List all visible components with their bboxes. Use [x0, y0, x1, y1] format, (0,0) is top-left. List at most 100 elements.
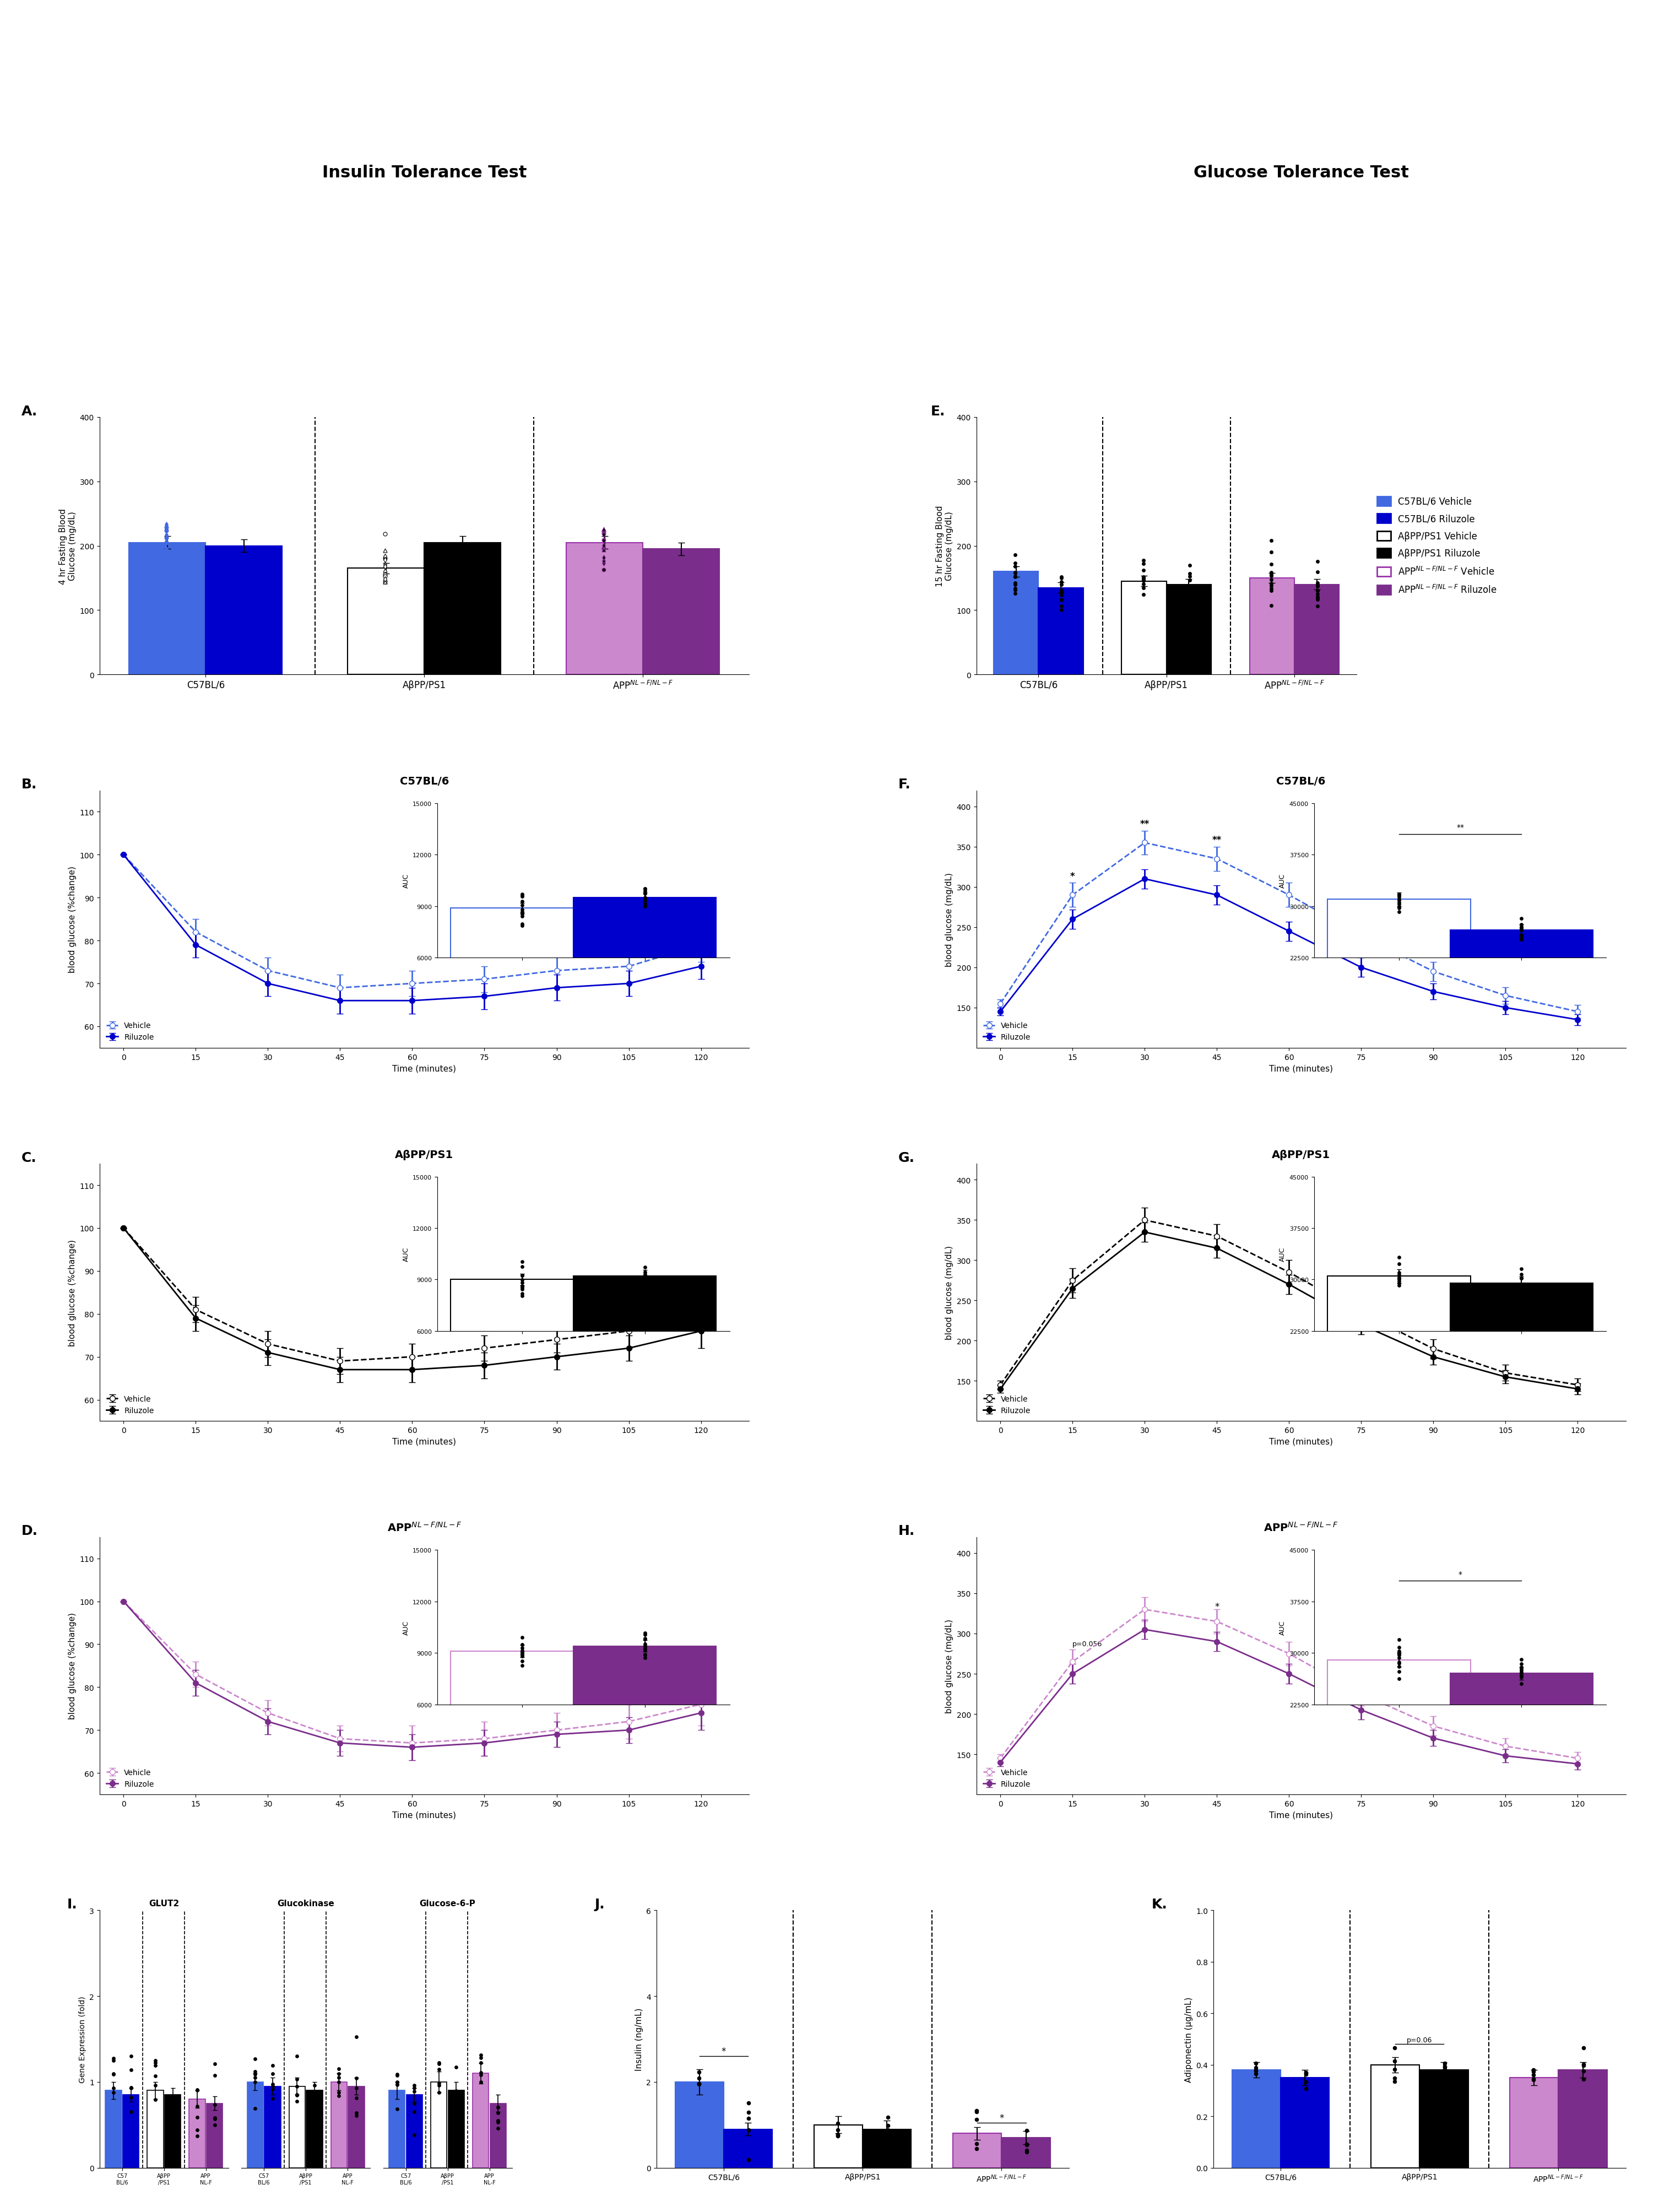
Point — [1304, 588, 1331, 624]
Point — [325, 2059, 352, 2095]
Point — [443, 2073, 469, 2108]
Point — [259, 2073, 285, 2108]
Point — [1048, 573, 1075, 608]
Point — [201, 2108, 227, 2143]
Point — [685, 2062, 712, 2097]
Text: *: * — [722, 2046, 727, 2057]
Point — [343, 2059, 370, 2095]
Point — [1048, 566, 1075, 602]
Point — [1048, 562, 1075, 597]
Legend: Vehicle, Riluzole: Vehicle, Riluzole — [980, 1391, 1034, 1418]
Text: F.: F. — [899, 779, 911, 792]
Point — [302, 2081, 328, 2117]
Point — [484, 2104, 511, 2139]
Point — [426, 2068, 453, 2104]
Point — [1176, 584, 1203, 619]
Point — [1258, 555, 1284, 591]
Point — [372, 564, 398, 599]
Point — [343, 2020, 370, 2055]
Point — [1382, 2064, 1408, 2099]
Point — [685, 2055, 712, 2090]
Bar — [1281, 2077, 1329, 2168]
Point — [159, 2081, 186, 2117]
Point — [426, 2075, 453, 2110]
Point — [591, 529, 617, 564]
Point — [825, 2117, 851, 2152]
Point — [1130, 566, 1156, 602]
Legend: Vehicle, Riluzole: Vehicle, Riluzole — [103, 1391, 158, 1418]
Point — [484, 2104, 511, 2139]
Point — [372, 557, 398, 593]
Bar — [348, 568, 425, 675]
Point — [1382, 2051, 1408, 2086]
Point — [325, 2051, 352, 2086]
Point — [1432, 2048, 1458, 2084]
Point — [685, 2066, 712, 2101]
Point — [1002, 575, 1029, 611]
Title: C57BL/6: C57BL/6 — [400, 776, 450, 787]
Bar — [1420, 2070, 1468, 2168]
Point — [825, 2117, 851, 2152]
X-axis label: Time (minutes): Time (minutes) — [392, 1438, 456, 1447]
Point — [325, 2064, 352, 2099]
Point — [325, 2075, 352, 2110]
Point — [1520, 2053, 1546, 2088]
Point — [468, 2037, 494, 2073]
Point — [383, 2066, 410, 2101]
Bar — [206, 2104, 222, 2168]
Point — [372, 540, 398, 575]
Point — [143, 2048, 169, 2084]
Point — [372, 560, 398, 595]
Point — [1258, 573, 1284, 608]
Point — [1243, 2046, 1269, 2081]
Point — [874, 2112, 901, 2148]
Point — [153, 524, 179, 560]
Point — [201, 2046, 227, 2081]
Point — [1304, 577, 1331, 613]
Point — [401, 2075, 428, 2110]
Bar — [264, 2086, 280, 2168]
Point — [184, 2073, 211, 2108]
Point — [1258, 562, 1284, 597]
Point — [143, 2081, 169, 2117]
Point — [184, 2119, 211, 2154]
Point — [1176, 580, 1203, 615]
Point — [1048, 588, 1075, 624]
Bar — [247, 2081, 264, 2168]
Legend: C57BL/6 Vehicle, C57BL/6 Riluzole, AβPP/PS1 Vehicle, AβPP/PS1 Riluzole, APP$^{NL: C57BL/6 Vehicle, C57BL/6 Riluzole, AβPP/… — [1377, 498, 1496, 595]
Point — [591, 522, 617, 557]
Text: Glucose Tolerance Test: Glucose Tolerance Test — [1193, 166, 1408, 181]
Point — [1382, 2031, 1408, 2066]
Text: **: ** — [1213, 836, 1221, 845]
Point — [1002, 566, 1029, 602]
Point — [1243, 2053, 1269, 2088]
Point — [1130, 562, 1156, 597]
Point — [343, 2095, 370, 2130]
Y-axis label: blood glucose (%change): blood glucose (%change) — [68, 865, 76, 973]
Bar — [723, 2130, 773, 2168]
Title: AβPP/PS1: AβPP/PS1 — [1272, 1150, 1331, 1159]
Bar — [148, 2090, 163, 2168]
Bar — [431, 2081, 446, 2168]
Point — [242, 2042, 269, 2077]
Point — [372, 533, 398, 568]
Point — [372, 542, 398, 577]
Bar — [1166, 584, 1211, 675]
Point — [259, 2081, 285, 2117]
Point — [159, 2112, 186, 2148]
Point — [153, 526, 179, 562]
Bar — [129, 542, 206, 675]
Point — [372, 518, 398, 553]
Bar — [123, 2095, 139, 2168]
Point — [401, 2095, 428, 2130]
Point — [468, 2044, 494, 2079]
Point — [1258, 535, 1284, 571]
Bar — [675, 2081, 723, 2168]
Point — [1176, 575, 1203, 611]
Point — [401, 2117, 428, 2152]
Point — [325, 2057, 352, 2093]
Point — [118, 2095, 144, 2130]
Text: *: * — [1214, 1601, 1219, 1613]
Point — [372, 553, 398, 588]
Point — [159, 2088, 186, 2124]
